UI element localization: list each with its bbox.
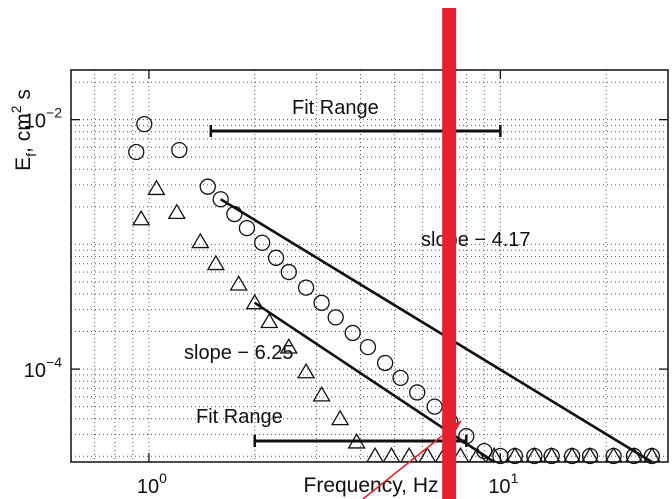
- circle-marker: [238, 219, 256, 237]
- circle-marker: [327, 309, 344, 326]
- fit-range-label: Fit Range: [292, 97, 379, 119]
- y-tick-label: 10−4: [24, 354, 62, 382]
- data-markers: [128, 116, 662, 465]
- plot-frame: [70, 69, 669, 463]
- fit-range-label: Fit Range: [196, 406, 283, 428]
- triangle-marker: [399, 446, 419, 463]
- x-tick-label: 100: [137, 470, 167, 498]
- circle-marker: [313, 294, 330, 311]
- circle-marker: [267, 249, 285, 266]
- red-arrow-head: [446, 420, 462, 436]
- triangle-marker: [418, 446, 437, 463]
- circle-marker: [136, 116, 153, 133]
- fit-line: [254, 301, 495, 464]
- triangle-marker: [131, 209, 151, 226]
- circle-marker: [280, 263, 297, 281]
- circle-marker: [426, 398, 443, 415]
- triangle-marker: [167, 203, 186, 220]
- circle-marker: [376, 354, 394, 372]
- y-tick-label: 10−2: [24, 105, 62, 133]
- red-highlight-bar: [442, 8, 457, 499]
- triangle-marker: [147, 179, 166, 196]
- tick-labels: 100 101 10−2 10−4: [24, 105, 519, 498]
- triangle-marker: [229, 275, 248, 291]
- triangle-marker: [382, 446, 401, 463]
- circle-marker: [212, 191, 229, 208]
- triangle-marker: [260, 312, 279, 329]
- y-axis-label: Ef, cm2 s: [8, 89, 39, 171]
- slope-label: slope − 6.25: [184, 342, 294, 364]
- slope-label: slope − 4.17: [421, 229, 531, 251]
- circle-marker: [344, 324, 361, 342]
- triangle-marker: [365, 446, 385, 463]
- red-arrow-shaft: [362, 427, 453, 499]
- axis-ticks: [71, 70, 668, 462]
- circle-marker: [254, 234, 271, 251]
- triangle-marker: [296, 362, 316, 379]
- circle-marker: [359, 338, 377, 356]
- triangle-marker: [206, 254, 225, 271]
- fit-line: [220, 198, 653, 464]
- circle-marker: [392, 369, 409, 387]
- triangle-marker: [331, 409, 350, 426]
- x-tick-label: 101: [488, 470, 518, 498]
- circle-marker: [226, 205, 243, 223]
- triangle-marker: [279, 338, 298, 354]
- circle-marker: [199, 178, 216, 195]
- circle-marker: [409, 384, 426, 401]
- grid: [70, 70, 668, 462]
- triangle-marker: [312, 385, 331, 402]
- x-axis-label: Frequency, Hz: [304, 474, 439, 497]
- red-highlight-overlay: [362, 8, 462, 499]
- circle-marker: [171, 141, 188, 159]
- triangle-marker: [191, 232, 210, 249]
- circle-marker: [128, 143, 145, 161]
- triangle-marker: [245, 293, 264, 310]
- circle-marker: [297, 279, 315, 296]
